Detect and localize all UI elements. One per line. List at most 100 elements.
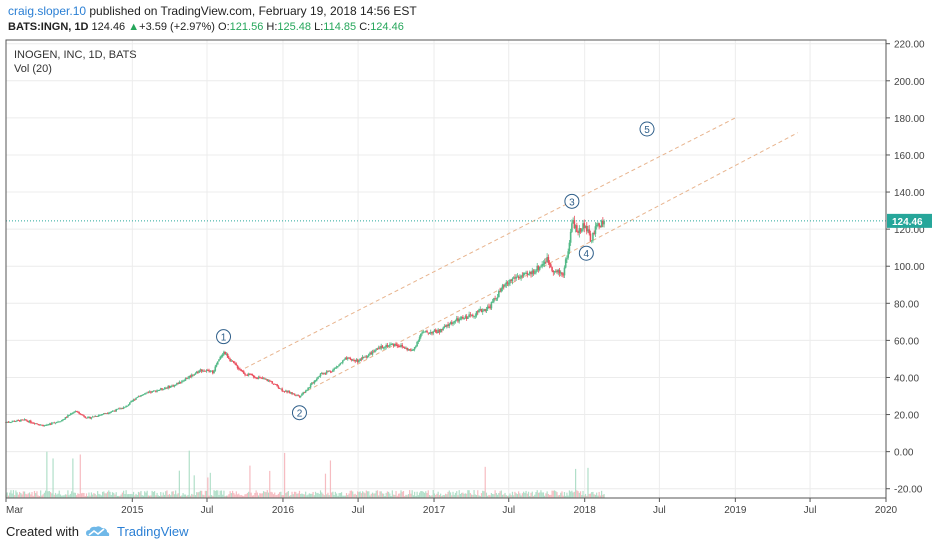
candle-body	[136, 397, 139, 399]
candle-body	[84, 416, 87, 418]
candle-body	[48, 423, 51, 425]
candle-body	[493, 298, 495, 302]
candle-body	[571, 223, 573, 232]
volume-bar	[421, 491, 423, 498]
volume-bar	[293, 491, 296, 498]
candle-body	[330, 371, 333, 373]
candle-body	[104, 413, 106, 415]
x-axis[interactable]: Mar 2015 Jul 2016 Jul 2017 Jul 2018 Jul 2019 Jul 20…	[5, 498, 898, 516]
candle-body	[130, 401, 132, 403]
footer: Created with TradingView	[6, 524, 189, 539]
candle-body	[380, 345, 382, 349]
candle-body	[124, 406, 126, 408]
volume-bar	[337, 495, 339, 498]
volume-bar	[158, 495, 161, 498]
candle-body	[395, 343, 397, 345]
candle-body	[377, 347, 380, 349]
volume-bar	[371, 492, 374, 498]
volume-bar	[170, 495, 172, 498]
candle-body	[260, 377, 262, 379]
tradingview-brand[interactable]: TradingView	[116, 524, 189, 539]
volume-bar	[552, 490, 554, 498]
volume-bar	[603, 494, 605, 498]
candle-body	[147, 392, 150, 394]
volume-bar	[41, 495, 43, 498]
price-chart[interactable]: 1 2 3 4 5 -20.00 0.00 20.00 40.00 60.00 80.00 100.…	[0, 0, 932, 520]
candle-body	[516, 276, 519, 278]
candle-body	[553, 271, 556, 273]
author-link[interactable]: craig.sloper.10	[8, 4, 87, 18]
volume-bar	[213, 490, 215, 498]
volume-bar	[537, 492, 540, 498]
candle-body	[531, 270, 534, 275]
volume-bar	[492, 494, 494, 498]
candle-body	[444, 326, 447, 327]
candle-body	[472, 314, 474, 317]
candle-body	[254, 377, 256, 378]
candle-body	[103, 413, 105, 415]
volume-bar	[35, 493, 37, 498]
volume-bar	[311, 493, 313, 498]
volume-bar	[526, 493, 528, 498]
volume-bar	[447, 491, 449, 498]
volume-bar	[210, 495, 213, 498]
volume-bar	[160, 492, 162, 498]
volume-bar	[544, 495, 546, 498]
volume-bar	[428, 495, 431, 498]
candle-body	[265, 379, 267, 381]
volume-bar	[350, 490, 353, 498]
y-axis[interactable]: -20.00 0.00 20.00 40.00 60.00 80.00 100.00 120.…	[886, 40, 925, 496]
volume-bar	[15, 490, 17, 498]
candle-body	[74, 411, 77, 413]
volume-bar	[234, 494, 236, 498]
volume-bar	[473, 490, 475, 498]
candle-body	[554, 270, 557, 272]
volume-bar	[290, 495, 292, 498]
candle-body	[36, 423, 38, 425]
volume-bar	[452, 491, 454, 498]
volume-bar	[513, 495, 515, 498]
volume-bar	[319, 490, 322, 498]
volume-bar	[277, 493, 280, 498]
volume-bar	[250, 492, 252, 498]
candle-body	[392, 343, 395, 346]
symbol-info: BATS:INGN, 1D 124.46 ▲+3.59 (+2.97%) O:1…	[8, 21, 404, 33]
candle-body	[359, 358, 361, 361]
candle-body	[339, 363, 342, 365]
candle-body	[511, 278, 514, 281]
volume-bar	[384, 495, 386, 498]
candle-body	[299, 395, 302, 397]
candle-body	[343, 359, 345, 361]
candle-body	[174, 384, 177, 386]
y-tick-label: 80.00	[894, 299, 919, 310]
candle-body	[178, 381, 181, 384]
y-tick-label: 140.00	[894, 188, 925, 199]
volume-bar	[193, 475, 195, 498]
candle-body	[420, 333, 422, 338]
volume-bar	[152, 491, 154, 498]
volume-bar	[115, 492, 117, 498]
volume-bar	[359, 491, 361, 498]
candle-body	[504, 284, 506, 287]
volume-bar	[368, 491, 370, 498]
volume-bar	[448, 490, 450, 498]
candle-body	[111, 410, 114, 412]
volume-bar	[109, 491, 111, 498]
close-label: C:	[359, 21, 371, 33]
candle-body	[599, 226, 602, 228]
volume-bar	[89, 495, 91, 498]
volume-bar	[405, 494, 407, 498]
candle-body	[502, 285, 505, 287]
candle-body	[51, 422, 53, 425]
candle-body	[145, 392, 147, 394]
volume-bar	[239, 495, 241, 498]
volume-bar	[482, 490, 484, 498]
volume-bar	[37, 495, 39, 498]
candle-body	[239, 369, 241, 370]
volume-bar	[165, 491, 167, 498]
candle-body	[590, 240, 593, 242]
candle-body	[550, 264, 552, 268]
candle-body	[576, 225, 578, 232]
volume-bar	[404, 495, 406, 498]
volume-bar	[253, 495, 255, 498]
